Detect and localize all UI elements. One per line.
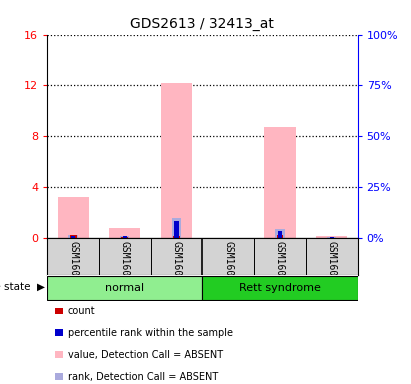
- Text: Rett syndrome: Rett syndrome: [239, 283, 321, 293]
- Bar: [172, 218, 181, 238]
- Bar: [71, 236, 75, 238]
- Bar: [70, 235, 76, 238]
- Text: normal: normal: [105, 283, 144, 293]
- Bar: [174, 221, 179, 238]
- Text: GSM160311: GSM160311: [327, 241, 337, 294]
- Bar: [316, 236, 347, 238]
- Bar: [278, 231, 282, 238]
- Bar: [277, 235, 284, 238]
- Bar: [47, 276, 203, 300]
- Bar: [330, 237, 334, 238]
- Bar: [120, 236, 129, 238]
- Bar: [265, 127, 296, 238]
- Text: disease state  ▶: disease state ▶: [0, 281, 45, 292]
- Text: rank, Detection Call = ABSENT: rank, Detection Call = ABSENT: [68, 372, 218, 382]
- Title: GDS2613 / 32413_at: GDS2613 / 32413_at: [130, 17, 275, 31]
- Text: count: count: [68, 306, 95, 316]
- Text: GSM160306: GSM160306: [68, 241, 78, 294]
- Bar: [69, 235, 78, 238]
- Text: GSM160307: GSM160307: [223, 241, 233, 294]
- Text: percentile rank within the sample: percentile rank within the sample: [68, 328, 233, 338]
- Bar: [121, 237, 128, 238]
- Bar: [109, 228, 141, 238]
- Bar: [327, 237, 336, 238]
- Bar: [275, 229, 285, 238]
- Bar: [202, 276, 358, 300]
- Bar: [58, 197, 89, 238]
- Text: value, Detection Call = ABSENT: value, Detection Call = ABSENT: [68, 350, 223, 360]
- Bar: [161, 83, 192, 238]
- Text: GSM160309: GSM160309: [275, 241, 285, 294]
- Text: GSM160308: GSM160308: [120, 241, 130, 294]
- Bar: [122, 236, 127, 238]
- Text: GSM160310: GSM160310: [171, 241, 182, 294]
- Bar: [173, 235, 180, 238]
